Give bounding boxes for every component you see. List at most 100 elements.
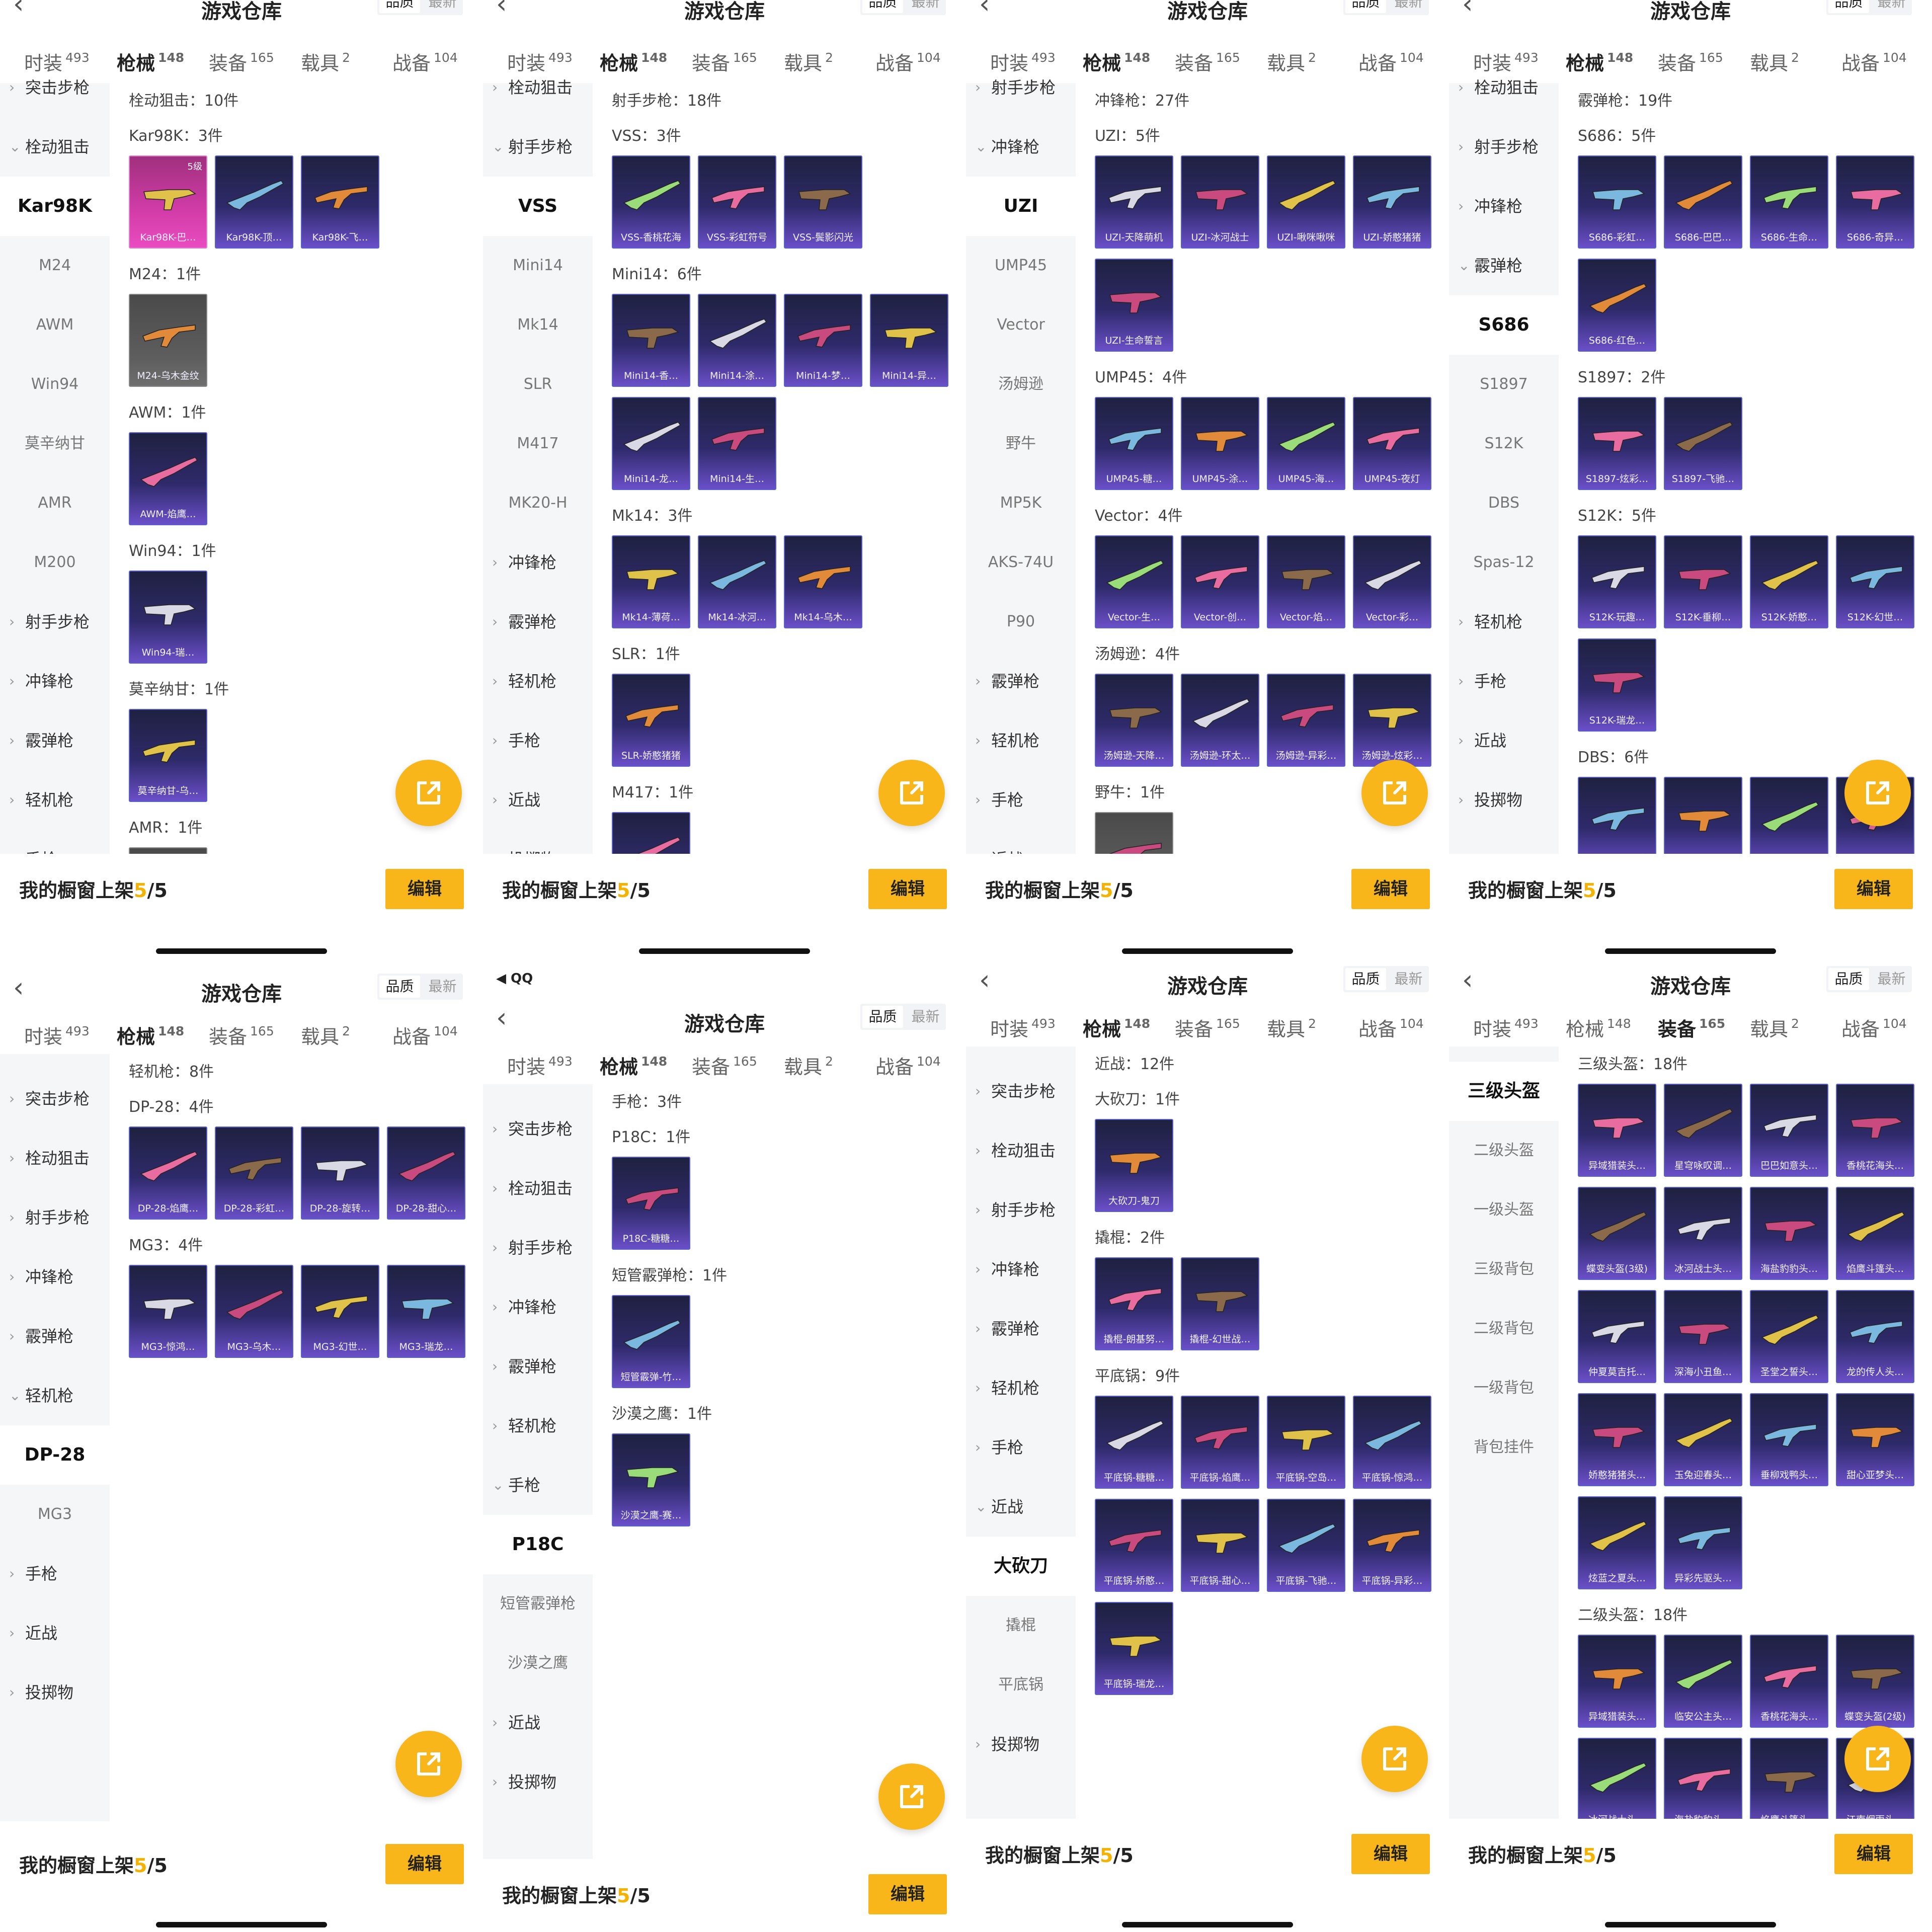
item-card[interactable]: 撬棍-幻世战… [1181,1257,1259,1350]
item-card[interactable]: S12K-幻世… [1836,535,1914,628]
sidebar-item[interactable]: › 近战 [483,770,593,830]
tab-3[interactable]: 载具 2 [784,1052,833,1079]
sidebar-item[interactable]: › 栓动狙击 [1449,58,1559,117]
sidebar-item[interactable]: VSS [483,177,593,236]
tab-1[interactable]: 枪械 148 [1083,1014,1150,1055]
edit-button[interactable]: 编辑 [385,869,464,909]
sidebar-item[interactable]: SLR [483,355,593,414]
item-card[interactable]: Kar98K-飞… [301,155,379,249]
item-card[interactable] [129,847,207,854]
item-card[interactable]: 娇憨猪猪头… [1578,1393,1656,1486]
sidebar-item[interactable]: › 轻机枪 [0,770,110,830]
item-card[interactable]: 巴巴如意头… [1750,1084,1828,1177]
item-card[interactable]: DBS-焰鹰斗篷 [1664,777,1742,854]
tab-1[interactable]: 枪械 148 [1083,48,1150,89]
sort-latest[interactable]: 最新 [1877,971,1906,987]
item-card[interactable]: S686-红色… [1578,259,1656,352]
tab-3[interactable]: 载具 2 [301,1021,350,1049]
item-card[interactable]: Mini14-香… [612,294,690,387]
sidebar-item[interactable]: 短管霰弹枪 [483,1574,593,1634]
tab-0[interactable]: 时装 493 [507,48,573,75]
item-card[interactable]: AWM-焰鹰… [129,432,207,525]
sidebar-item[interactable]: › 冲锋枪 [483,533,593,592]
sort-quality[interactable]: 品质 [1828,0,1869,13]
item-card[interactable]: S1897-飞驰… [1664,397,1742,490]
tab-2[interactable]: 装备 165 [692,1052,757,1079]
item-card[interactable]: 蝶变头盔(3级) [1578,1187,1656,1280]
sidebar-item[interactable]: › 突击步枪 [966,1062,1076,1121]
item-card[interactable]: 汤姆逊-环太… [1181,674,1259,767]
tab-4[interactable]: 战备 104 [1358,48,1424,75]
item-card[interactable]: MG3-乌木… [215,1265,293,1358]
share-button[interactable] [395,1731,462,1797]
share-button[interactable] [1361,1726,1428,1792]
share-button[interactable] [1361,760,1428,826]
sidebar-item[interactable]: MP5K [966,473,1076,533]
sidebar-item[interactable]: › 冲锋枪 [0,652,110,711]
sidebar-item[interactable]: Mk14 [483,295,593,355]
sort-quality[interactable]: 品质 [1345,0,1386,13]
item-card[interactable]: 仲夏莫吉托… [1578,1290,1656,1383]
item-card[interactable]: 异彩先驱头… [1664,1496,1742,1589]
tab-2[interactable]: 装备 165 [1658,48,1723,75]
sidebar-item[interactable]: ⌄ 冲锋枪 [966,117,1076,177]
item-card[interactable]: 汤姆逊-天降… [1095,674,1173,767]
item-card[interactable]: UZI-天降萌机 [1095,155,1173,249]
tab-4[interactable]: 战备 104 [875,48,941,75]
sidebar-item[interactable]: AKS-74U [966,533,1076,592]
sidebar-item[interactable]: Kar98K [0,177,110,236]
item-card[interactable]: Mk14-冰河… [698,535,776,628]
sidebar-item[interactable]: DBS [1449,473,1559,533]
sidebar-item[interactable]: › 射手步枪 [966,1180,1076,1240]
item-card[interactable]: 平底锅-甜心… [1181,1499,1259,1592]
sidebar-item[interactable]: ⌄ 霰弹枪 [1449,236,1559,295]
sidebar-item[interactable]: ⌄ 栓动狙击 [0,117,110,177]
sort-quality[interactable]: 品质 [379,0,420,13]
sidebar-item[interactable]: › 近战 [0,1603,110,1663]
tab-3[interactable]: 载具 2 [784,48,833,75]
sidebar-item[interactable]: M417 [483,414,593,473]
item-card[interactable] [1095,812,1173,854]
item-card[interactable] [612,812,690,854]
share-button[interactable] [878,760,945,826]
edit-button[interactable]: 编辑 [1834,869,1913,909]
item-card[interactable]: 星穹咏叹调… [1664,1084,1742,1177]
sidebar-item[interactable]: › 冲锋枪 [966,1240,1076,1299]
sort-toggle[interactable]: 品质 最新 [860,0,946,15]
item-card[interactable]: 短管霰弹-竹… [612,1295,690,1388]
chevron-left-icon[interactable]: ‹ [1462,0,1473,20]
item-card[interactable]: 冰河战士头… [1578,1738,1656,1819]
item-card[interactable]: 平底锅-惊鸿… [1353,1396,1431,1489]
sidebar-item[interactable]: › 轻机枪 [966,1358,1076,1418]
sidebar-item[interactable]: 大砍刀 [966,1537,1076,1596]
sidebar-item[interactable]: 背包挂件 [1449,1418,1559,1477]
sidebar-item[interactable]: Win94 [0,355,110,414]
tab-0[interactable]: 时装 493 [24,48,90,75]
item-card[interactable]: S12K-玩趣… [1578,535,1656,628]
item-card[interactable]: DP-28-甜心… [387,1126,465,1220]
sidebar-item[interactable]: 野牛 [966,414,1076,473]
chevron-left-icon[interactable]: ‹ [13,972,24,1003]
item-card[interactable]: 临安公主头… [1664,1635,1742,1728]
item-card[interactable]: Vector-焰… [1267,535,1345,628]
item-card[interactable]: Mini14-涂… [698,294,776,387]
sidebar-item[interactable]: 沙漠之鹰 [483,1634,593,1693]
tab-3[interactable]: 载具 2 [1750,48,1799,75]
item-card[interactable]: 莫辛纳甘-乌… [129,709,207,802]
tab-1[interactable]: 枪械 148 [600,1052,667,1092]
edit-button[interactable]: 编辑 [1834,1834,1913,1874]
item-card[interactable]: Mini14-异… [870,294,948,387]
chevron-left-icon[interactable]: ‹ [496,1002,507,1033]
item-card[interactable]: MG3-幻世… [301,1265,379,1358]
edit-button[interactable]: 编辑 [385,1844,464,1884]
sort-latest[interactable]: 最新 [911,1008,940,1025]
item-card[interactable]: S686-巴巴… [1664,155,1742,249]
item-card[interactable]: DBS-幻彩电音 [1578,777,1656,854]
sidebar-item[interactable]: › 突击步枪 [0,58,110,117]
item-card[interactable]: UZI-啾咪啾咪 [1267,155,1345,249]
item-card[interactable]: Mini14-生… [698,397,776,490]
item-card[interactable]: M24-乌木金纹 [129,294,207,387]
item-card[interactable]: Vector-彩… [1353,535,1431,628]
item-card[interactable]: 圣堂之誓头… [1750,1290,1828,1383]
tab-2[interactable]: 装备 165 [209,48,274,75]
